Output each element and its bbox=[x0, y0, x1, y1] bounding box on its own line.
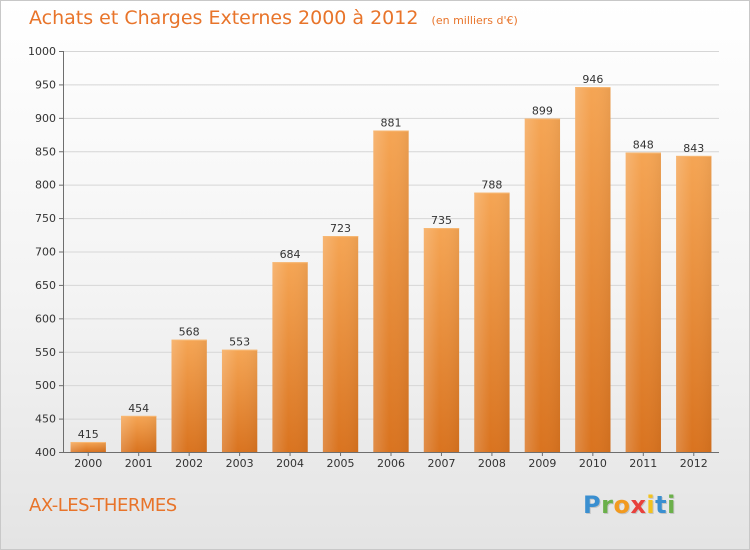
x-tick-label: 2012 bbox=[680, 457, 708, 470]
value-label: 735 bbox=[431, 214, 452, 227]
chart-title-main: Achats et Charges Externes 2000 à 2012 bbox=[29, 7, 419, 29]
value-label: 553 bbox=[229, 336, 250, 349]
x-tick-label: 2003 bbox=[226, 457, 254, 470]
location-label: AX-LES-THERMES bbox=[29, 495, 177, 516]
chart-title: Achats et Charges Externes 2000 à 2012 (… bbox=[29, 7, 518, 29]
y-tick-label: 700 bbox=[35, 246, 56, 259]
logo-letter: t bbox=[655, 491, 668, 519]
x-tick-label: 2001 bbox=[125, 457, 153, 470]
y-tick-label: 650 bbox=[35, 279, 56, 292]
y-tick-label: 750 bbox=[35, 212, 56, 225]
y-tick-label: 900 bbox=[35, 112, 56, 125]
bar-sheen bbox=[322, 236, 359, 452]
y-tick-label: 400 bbox=[35, 446, 56, 459]
x-tick-label: 2008 bbox=[478, 457, 506, 470]
value-label: 843 bbox=[683, 142, 704, 155]
bar-sheen bbox=[373, 130, 409, 452]
y-tick-label: 1000 bbox=[28, 45, 56, 58]
y-tick-label: 550 bbox=[35, 346, 56, 359]
bar-sheen bbox=[171, 339, 207, 452]
logo-letter: r bbox=[601, 491, 614, 519]
value-label: 788 bbox=[481, 179, 502, 192]
logo-letter: i bbox=[667, 491, 676, 519]
y-tick-label: 800 bbox=[35, 179, 56, 192]
x-tick-label: 2007 bbox=[427, 457, 455, 470]
proxiti-logo: Proxiti bbox=[583, 491, 676, 519]
logo-letter: i bbox=[646, 491, 656, 519]
x-tick-label: 2004 bbox=[276, 457, 304, 470]
bar-sheen bbox=[121, 415, 157, 452]
bar-sheen bbox=[524, 118, 561, 453]
logo-letter: x bbox=[630, 491, 647, 519]
x-tick-label: 2009 bbox=[528, 457, 556, 470]
bar-sheen bbox=[474, 192, 510, 453]
value-label: 899 bbox=[532, 105, 553, 118]
x-tick-label: 2006 bbox=[377, 457, 405, 470]
chart-title-unit: (en milliers d'€) bbox=[431, 14, 518, 27]
y-tick-label: 950 bbox=[35, 78, 56, 91]
logo-letter: o bbox=[613, 491, 631, 519]
bar-layer bbox=[70, 87, 712, 453]
axis-layer bbox=[59, 51, 719, 456]
x-tick-label: 2005 bbox=[327, 457, 355, 470]
y-tick-label: 850 bbox=[35, 145, 56, 158]
logo-letter: P bbox=[583, 491, 602, 519]
y-tick-label: 500 bbox=[35, 379, 56, 392]
y-tick-label: 450 bbox=[35, 413, 56, 426]
x-tick-label: 2010 bbox=[579, 457, 607, 470]
value-label: 568 bbox=[179, 326, 200, 339]
value-label: 723 bbox=[330, 222, 351, 235]
value-label: 881 bbox=[381, 117, 402, 130]
x-tick-label: 2002 bbox=[175, 457, 203, 470]
y-tick-label: 600 bbox=[35, 312, 56, 325]
value-label: 946 bbox=[582, 73, 603, 86]
x-tick-label: 2011 bbox=[629, 457, 657, 470]
bar-sheen bbox=[676, 155, 712, 452]
label-layer: 400 450 500 550 600 650 700 750 800 850 900 950 1000… bbox=[28, 45, 708, 470]
value-label: 415 bbox=[78, 428, 99, 441]
bar-sheen bbox=[423, 228, 460, 452]
bar-sheen bbox=[575, 87, 611, 452]
bar-sheen bbox=[272, 262, 308, 452]
value-label: 454 bbox=[128, 402, 149, 415]
bar-sheen bbox=[70, 441, 106, 452]
bar-sheen bbox=[221, 349, 258, 452]
x-tick-label: 2000 bbox=[74, 457, 102, 470]
value-label: 848 bbox=[633, 139, 654, 152]
value-label: 684 bbox=[280, 248, 301, 261]
bar-sheen bbox=[625, 152, 661, 452]
